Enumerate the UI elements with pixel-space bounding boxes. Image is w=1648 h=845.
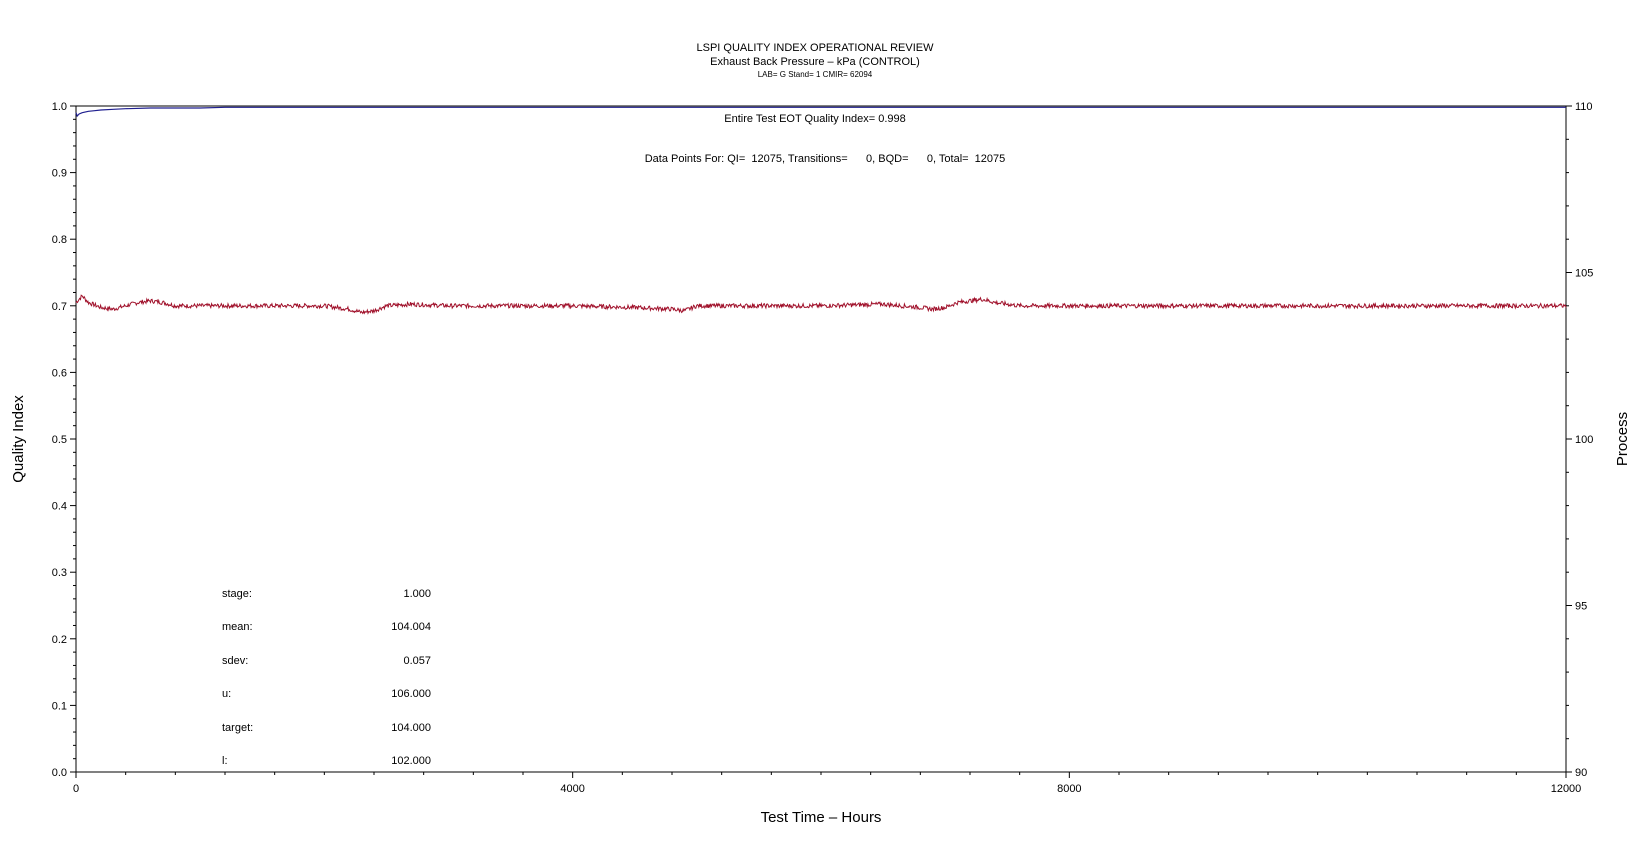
y-left-tick-label: 0.0 xyxy=(52,767,67,779)
eot-quality-index-annotation: Entire Test EOT Quality Index= 0.998 xyxy=(724,113,906,125)
y-left-tick-label: 0.8 xyxy=(52,234,67,246)
stat-value: 1.000 xyxy=(403,588,431,600)
stat-value: 104.000 xyxy=(391,722,431,734)
y-left-tick-label: 1.0 xyxy=(52,101,67,113)
stat-value: 102.000 xyxy=(391,755,431,767)
x-tick-label: 4000 xyxy=(560,783,584,795)
y-left-tick-label: 0.9 xyxy=(52,168,67,180)
y-right-tick-label: 95 xyxy=(1575,601,1587,613)
y-left-tick-label: 0.7 xyxy=(52,301,67,313)
y-right-tick-label: 105 xyxy=(1575,268,1593,280)
stat-label: sdev: xyxy=(222,655,248,667)
quality-index-series-line xyxy=(75,106,1566,118)
y-axis-right-title: Process xyxy=(1614,412,1631,466)
y-axis-left-title: Quality Index xyxy=(10,395,27,483)
x-tick-label: 12000 xyxy=(1551,783,1582,795)
y-left-tick-label: 0.2 xyxy=(52,634,67,646)
data-points-annotation: Data Points For: QI= 12075, Transitions=… xyxy=(645,153,1006,165)
stat-label: target: xyxy=(222,722,253,734)
chart-subtitle-lab: LAB= G Stand= 1 CMIR= 62094 xyxy=(758,70,873,79)
stat-value: 104.004 xyxy=(391,621,431,633)
stats-block: stage: 1.000 mean: 104.004 sdev: 0.057 u: 106.0… xyxy=(222,588,431,767)
y-right-tick-label: 90 xyxy=(1575,767,1587,779)
series-group xyxy=(75,106,1567,315)
plot-frame xyxy=(75,105,1567,773)
x-tick-label: 8000 xyxy=(1057,783,1081,795)
axis-ticks: 0.0 0.1 0.2 0.3 0.4 0.5 0.6 0.7 0.8 0.9 1.0 90 95 100… xyxy=(52,101,1594,795)
chart-title: LSPI QUALITY INDEX OPERATIONAL REVIEW xyxy=(697,42,935,54)
y-left-tick-label: 0.4 xyxy=(52,501,67,513)
x-tick-label: 0 xyxy=(73,783,79,795)
x-axis-title: Test Time – Hours xyxy=(761,809,882,826)
stat-label: l: xyxy=(222,755,228,767)
y-left-tick-label: 0.3 xyxy=(52,567,67,579)
stat-label: mean: xyxy=(222,621,253,633)
y-left-tick-label: 0.5 xyxy=(52,434,67,446)
y-left-tick-label: 0.6 xyxy=(52,367,67,379)
stat-label: u: xyxy=(222,688,231,700)
stat-value: 0.057 xyxy=(403,655,431,667)
y-right-tick-label: 110 xyxy=(1575,101,1593,113)
stat-value: 106.000 xyxy=(391,688,431,700)
y-left-tick-label: 0.1 xyxy=(52,700,67,712)
chart-subtitle: Exhaust Back Pressure – kPa (CONTROL) xyxy=(710,56,920,68)
y-right-tick-label: 100 xyxy=(1575,434,1593,446)
stat-label: stage: xyxy=(222,588,252,600)
process-series-line xyxy=(75,294,1567,315)
